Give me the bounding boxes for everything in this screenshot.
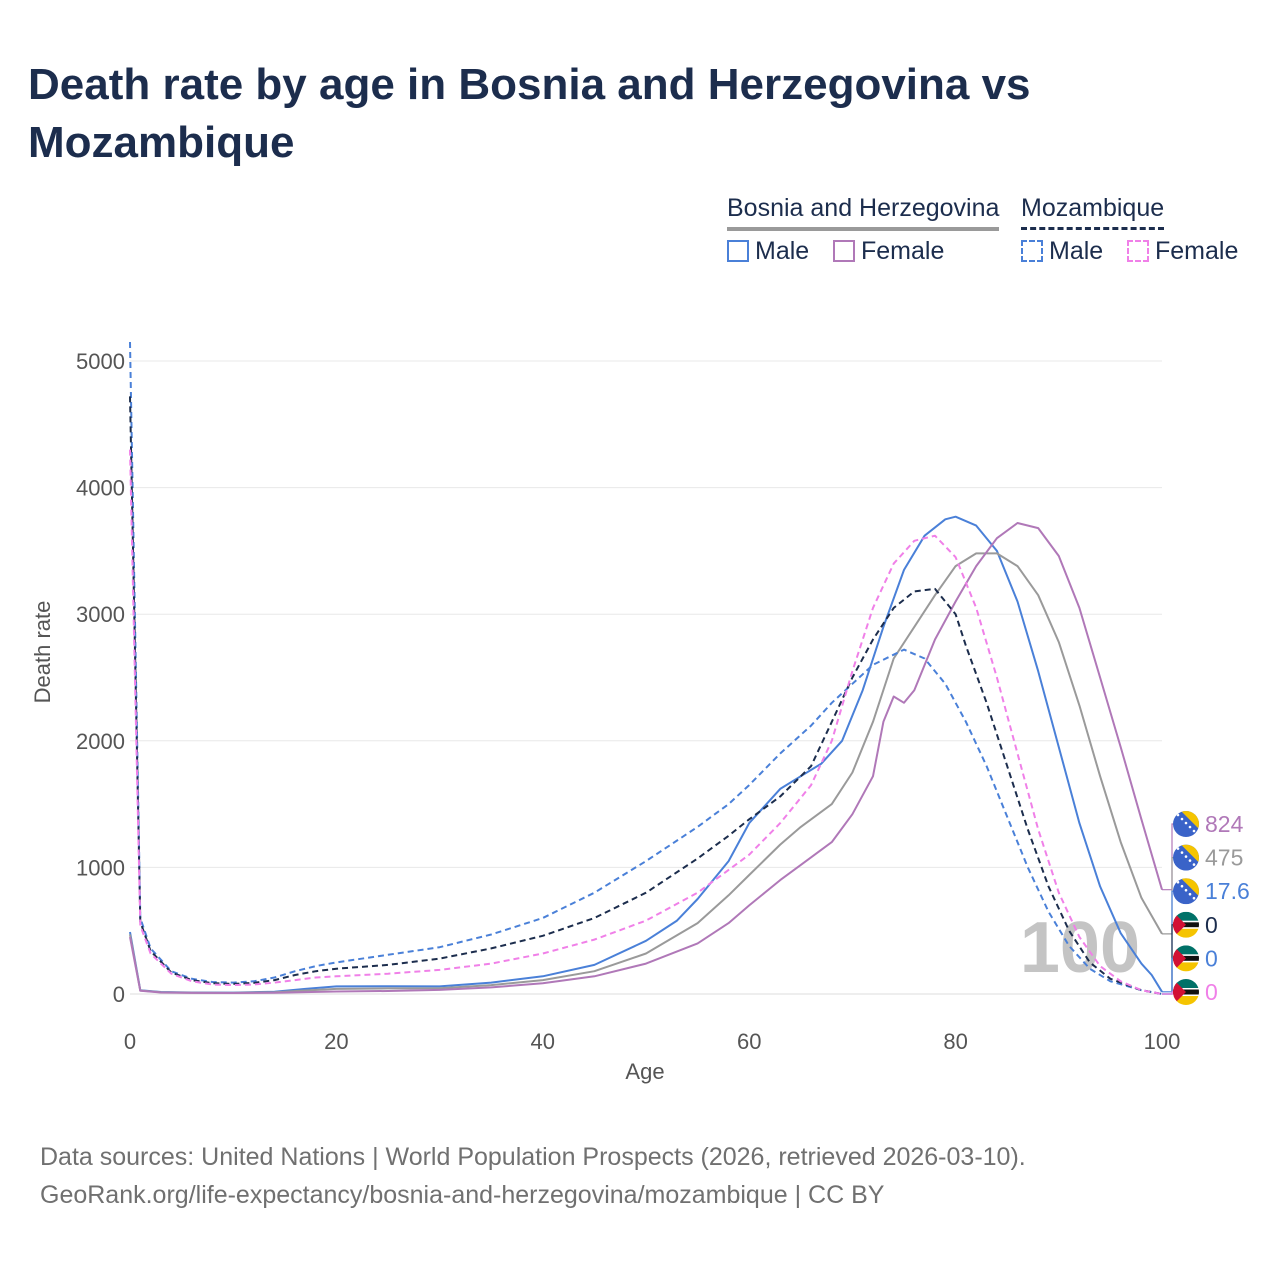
mozambique-flag-icon <box>1173 945 1199 971</box>
y-tick-label: 2000 <box>76 729 125 754</box>
x-tick-label: 20 <box>324 1029 348 1054</box>
legend-group-title: Bosnia and Herzegovina <box>727 194 1000 231</box>
legend-swatch <box>1127 240 1149 262</box>
legend-swatch <box>727 240 749 262</box>
legend-group-mozambique[interactable]: Mozambique <box>1021 194 1165 230</box>
legend-label: Female <box>1155 236 1239 265</box>
end-label-connector <box>1162 890 1176 993</box>
series-line-bosnia-and-herzegovina-female[interactable] <box>129 522 1163 994</box>
y-tick-label: 1000 <box>76 855 125 880</box>
series-line-mozambique-male[interactable] <box>129 341 1163 995</box>
legend-group-bosnia[interactable]: Bosnia and Herzegovina <box>727 194 1000 231</box>
legend-item-bosnia-female[interactable]: Female <box>833 236 944 266</box>
y-axis-label: Death rate <box>30 601 55 704</box>
mozambique-flag-icon <box>1173 979 1199 1005</box>
series-line-bosnia-and-herzegovina-total[interactable] <box>129 552 1163 994</box>
x-tick-label: 60 <box>737 1029 761 1054</box>
legend-label: Male <box>1049 236 1104 265</box>
x-tick-label: 100 <box>1144 1029 1181 1054</box>
end-value-label: 475 <box>1205 845 1243 871</box>
y-tick-label: 0 <box>113 982 125 1007</box>
legend-swatch <box>833 240 855 262</box>
bosnia-flag-icon <box>1173 811 1199 837</box>
series-line-bosnia-and-herzegovina-male[interactable] <box>129 515 1163 994</box>
credit-link[interactable]: GeoRank.org/life-expectancy/bosnia-and-h… <box>40 1181 885 1209</box>
legend-item-mozambique-female[interactable]: Female <box>1127 236 1238 266</box>
bosnia-flag-icon <box>1173 845 1199 871</box>
legend-item-mozambique-male[interactable]: Male <box>1021 236 1103 266</box>
footer: Data sources: United Nations | World Pop… <box>40 1138 1026 1214</box>
chart-title: Death rate by age in Bosnia and Herzegov… <box>28 60 1031 167</box>
end-value-label: 0 <box>1205 979 1218 1005</box>
legend-swatch <box>1021 240 1043 262</box>
bosnia-flag-icon <box>1173 878 1199 904</box>
source-note: Data sources: United Nations | World Pop… <box>40 1143 1026 1171</box>
y-tick-label: 5000 <box>76 349 125 374</box>
series-line-mozambique-total[interactable] <box>129 396 1163 995</box>
end-value-label: 0 <box>1205 945 1218 971</box>
legend-group-title: Mozambique <box>1021 194 1165 230</box>
legend-item-bosnia-male[interactable]: Male <box>727 236 809 266</box>
legend-label: Male <box>755 236 810 265</box>
end-value-label: 824 <box>1205 811 1244 837</box>
y-tick-label: 3000 <box>76 602 125 627</box>
legend-label: Female <box>861 236 945 265</box>
year-watermark: 100 <box>1020 908 1140 988</box>
end-value-label: 17.6 <box>1205 878 1250 904</box>
x-tick-label: 40 <box>531 1029 555 1054</box>
end-value-label: 0 <box>1205 912 1218 938</box>
mozambique-flag-icon <box>1173 912 1199 938</box>
x-axis-label: Age <box>625 1059 664 1084</box>
x-tick-label: 80 <box>943 1029 967 1054</box>
x-tick-label: 0 <box>124 1029 136 1054</box>
y-tick-label: 4000 <box>76 476 125 501</box>
